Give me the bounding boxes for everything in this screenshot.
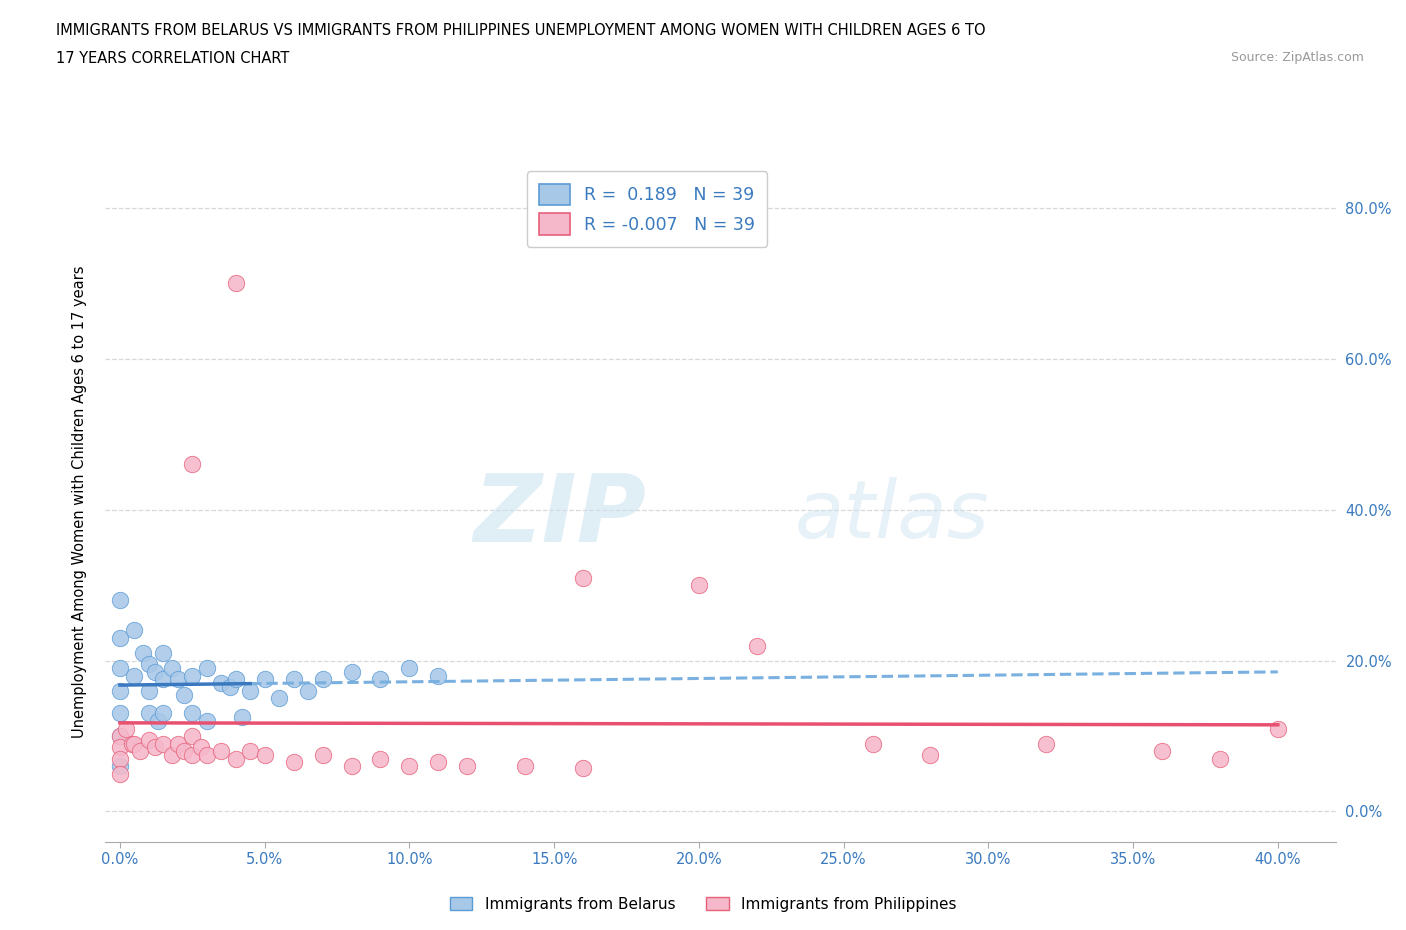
Point: [166, 672, 188, 687]
Point: [114, 721, 136, 736]
Point: [225, 276, 247, 291]
Point: [253, 672, 276, 687]
Point: [108, 706, 131, 721]
Point: [181, 457, 204, 472]
Text: IMMIGRANTS FROM BELARUS VS IMMIGRANTS FROM PHILIPPINES UNEMPLOYMENT AMONG WOMEN : IMMIGRANTS FROM BELARUS VS IMMIGRANTS FR…: [56, 23, 986, 38]
Point: [124, 737, 146, 751]
Legend: R =  0.189   N = 39, R = -0.007   N = 39: R = 0.189 N = 39, R = -0.007 N = 39: [526, 171, 768, 246]
Point: [108, 766, 131, 781]
Point: [129, 744, 152, 759]
Point: [209, 744, 232, 759]
Point: [688, 578, 710, 592]
Point: [160, 748, 183, 763]
Text: atlas: atlas: [794, 477, 990, 555]
Point: [138, 706, 160, 721]
Point: [209, 676, 232, 691]
Point: [173, 687, 195, 702]
Point: [283, 672, 305, 687]
Point: [143, 740, 166, 755]
Point: [181, 728, 204, 743]
Point: [138, 684, 160, 698]
Point: [152, 672, 174, 687]
Point: [231, 710, 253, 724]
Point: [121, 737, 143, 751]
Point: [108, 728, 131, 743]
Point: [108, 740, 131, 755]
Point: [181, 706, 204, 721]
Point: [340, 665, 363, 680]
Point: [173, 744, 195, 759]
Point: [108, 660, 131, 675]
Text: ZIP: ZIP: [474, 470, 647, 562]
Point: [152, 645, 174, 660]
Point: [108, 751, 131, 766]
Point: [1267, 721, 1289, 736]
Point: [160, 660, 183, 675]
Point: [124, 623, 146, 638]
Point: [181, 669, 204, 684]
Point: [124, 669, 146, 684]
Point: [370, 751, 392, 766]
Point: [225, 751, 247, 766]
Point: [138, 733, 160, 748]
Point: [219, 680, 242, 695]
Point: [253, 748, 276, 763]
Point: [311, 672, 333, 687]
Point: [225, 672, 247, 687]
Point: [745, 638, 768, 653]
Point: [427, 755, 450, 770]
Point: [195, 660, 218, 675]
Point: [108, 684, 131, 698]
Point: [108, 592, 131, 607]
Point: [138, 657, 160, 671]
Text: 17 YEARS CORRELATION CHART: 17 YEARS CORRELATION CHART: [56, 51, 290, 66]
Point: [152, 706, 174, 721]
Y-axis label: Unemployment Among Women with Children Ages 6 to 17 years: Unemployment Among Women with Children A…: [72, 266, 87, 738]
Text: Source: ZipAtlas.com: Source: ZipAtlas.com: [1230, 51, 1364, 64]
Point: [108, 728, 131, 743]
Point: [195, 713, 218, 728]
Point: [143, 665, 166, 680]
Legend: Immigrants from Belarus, Immigrants from Philippines: Immigrants from Belarus, Immigrants from…: [443, 890, 963, 918]
Point: [108, 759, 131, 774]
Point: [297, 684, 319, 698]
Point: [572, 761, 595, 776]
Point: [239, 744, 262, 759]
Point: [398, 660, 420, 675]
Point: [166, 737, 188, 751]
Point: [427, 669, 450, 684]
Point: [152, 737, 174, 751]
Point: [181, 748, 204, 763]
Point: [398, 759, 420, 774]
Point: [1150, 744, 1173, 759]
Point: [283, 755, 305, 770]
Point: [920, 748, 942, 763]
Point: [370, 672, 392, 687]
Point: [146, 713, 169, 728]
Point: [1035, 737, 1057, 751]
Point: [311, 748, 333, 763]
Point: [572, 570, 595, 585]
Point: [195, 748, 218, 763]
Point: [108, 631, 131, 645]
Point: [190, 740, 212, 755]
Point: [515, 759, 537, 774]
Point: [456, 759, 478, 774]
Point: [132, 645, 155, 660]
Point: [340, 759, 363, 774]
Point: [239, 684, 262, 698]
Point: [862, 737, 884, 751]
Point: [1209, 751, 1232, 766]
Point: [269, 691, 291, 706]
